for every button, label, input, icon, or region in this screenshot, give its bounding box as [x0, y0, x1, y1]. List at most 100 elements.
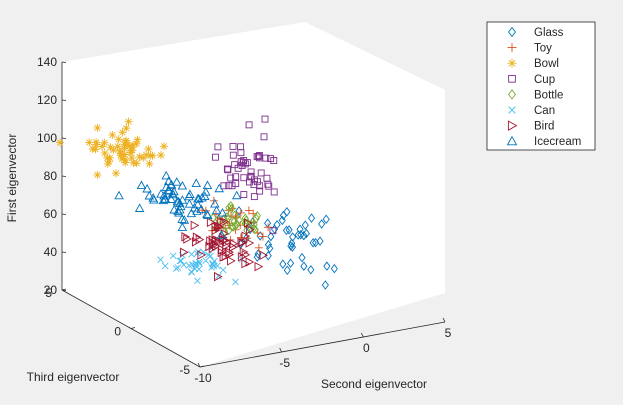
- point-bird: [254, 261, 264, 272]
- point-bottle: [224, 213, 232, 223]
- point-cup: [261, 115, 269, 123]
- series-bowl: [55, 117, 168, 179]
- legend-label-cup: Cup: [534, 74, 555, 86]
- z-axis-ticks: 20 40 60 80 100 120 140: [37, 55, 67, 297]
- point-cup: [229, 143, 237, 150]
- point-icecream: [174, 198, 185, 207]
- point-bowl: [109, 145, 118, 154]
- point-bowl: [135, 152, 144, 161]
- point-can: [232, 278, 239, 286]
- point-bird: [259, 250, 269, 261]
- point-bird: [218, 244, 227, 255]
- x-axis-line: [199, 321, 446, 368]
- point-cup: [229, 151, 237, 159]
- point-bowl: [114, 135, 123, 144]
- point-icecream: [203, 210, 213, 219]
- point-icecream: [196, 204, 206, 213]
- point-cup: [232, 173, 240, 181]
- point-glass: [288, 238, 296, 249]
- point-cup: [256, 187, 264, 195]
- point-glass: [294, 230, 302, 240]
- z-tick-mark: [61, 137, 67, 139]
- point-bowl: [128, 146, 137, 155]
- point-bowl: [159, 142, 168, 151]
- point-glass: [302, 228, 310, 239]
- y-tick-mark: [130, 327, 136, 329]
- point-bowl: [156, 151, 165, 160]
- point-toy: [258, 232, 267, 241]
- point-cup: [257, 169, 265, 177]
- point-can: [191, 265, 199, 273]
- point-cup: [255, 152, 263, 159]
- point-bird: [206, 236, 215, 246]
- point-icecream: [163, 176, 174, 185]
- axes-pane: [62, 22, 445, 367]
- point-cup: [240, 191, 248, 198]
- point-cup: [240, 174, 248, 182]
- point-icecream: [214, 183, 225, 193]
- legend-label-icecream: Icecream: [534, 136, 581, 148]
- point-icecream: [194, 194, 204, 203]
- point-bird: [219, 252, 229, 262]
- legend-marker-toy: [507, 43, 517, 53]
- x-tick-label: -10: [194, 371, 212, 385]
- point-icecream: [185, 189, 195, 198]
- legend: Glass Toy Bowl Cup Bottle Can Bird Icecream: [486, 21, 596, 151]
- point-bowl: [124, 117, 133, 126]
- point-icecream: [164, 186, 174, 195]
- point-bird: [220, 228, 230, 239]
- point-icecream: [191, 178, 202, 187]
- point-bowl: [129, 140, 138, 149]
- point-bottle: [225, 202, 233, 213]
- x-axis-label: Second eigenvector: [321, 377, 427, 391]
- point-bird: [211, 222, 221, 232]
- point-icecream: [217, 207, 228, 217]
- x-tick-mark: [197, 362, 201, 368]
- point-bowl: [108, 130, 117, 139]
- point-icecream: [179, 215, 190, 224]
- point-cup: [224, 166, 232, 174]
- x-tick-mark: [360, 332, 364, 338]
- point-bowl: [129, 158, 138, 167]
- point-can: [180, 261, 188, 269]
- point-bowl: [118, 128, 127, 137]
- point-bowl: [103, 154, 112, 163]
- point-icecream: [168, 189, 178, 199]
- point-bowl: [125, 141, 134, 150]
- point-bird: [208, 243, 218, 254]
- z-tick-label: 120: [37, 93, 57, 107]
- point-bowl: [93, 170, 102, 179]
- point-bird: [217, 216, 226, 227]
- point-bottle: [251, 224, 259, 235]
- point-icecream: [156, 189, 166, 198]
- series-cup: [211, 115, 278, 235]
- point-bird: [241, 258, 250, 269]
- point-can: [208, 260, 216, 267]
- point-toy: [201, 206, 210, 215]
- point-glass: [300, 261, 308, 271]
- point-toy: [243, 234, 252, 243]
- point-bowl: [92, 140, 101, 149]
- point-bottle: [230, 216, 238, 227]
- point-cup: [251, 176, 258, 184]
- point-icecream: [200, 191, 210, 201]
- point-icecream: [144, 190, 155, 200]
- legend-label-toy: Toy: [534, 43, 552, 55]
- data-points: [55, 115, 338, 290]
- y-tick-label: 5: [45, 286, 52, 300]
- point-cup: [265, 182, 273, 190]
- point-icecream: [174, 207, 184, 217]
- point-icecream: [142, 183, 152, 193]
- point-bird: [190, 220, 200, 231]
- point-cup: [250, 181, 258, 189]
- point-cup: [247, 168, 255, 176]
- point-icecream: [201, 187, 211, 196]
- point-icecream: [163, 185, 174, 195]
- x-tick-label: 5: [445, 326, 452, 340]
- point-glass: [330, 263, 338, 274]
- point-can: [192, 260, 199, 267]
- point-bird: [227, 256, 236, 266]
- point-glass: [282, 225, 290, 236]
- point-bowl: [116, 151, 125, 160]
